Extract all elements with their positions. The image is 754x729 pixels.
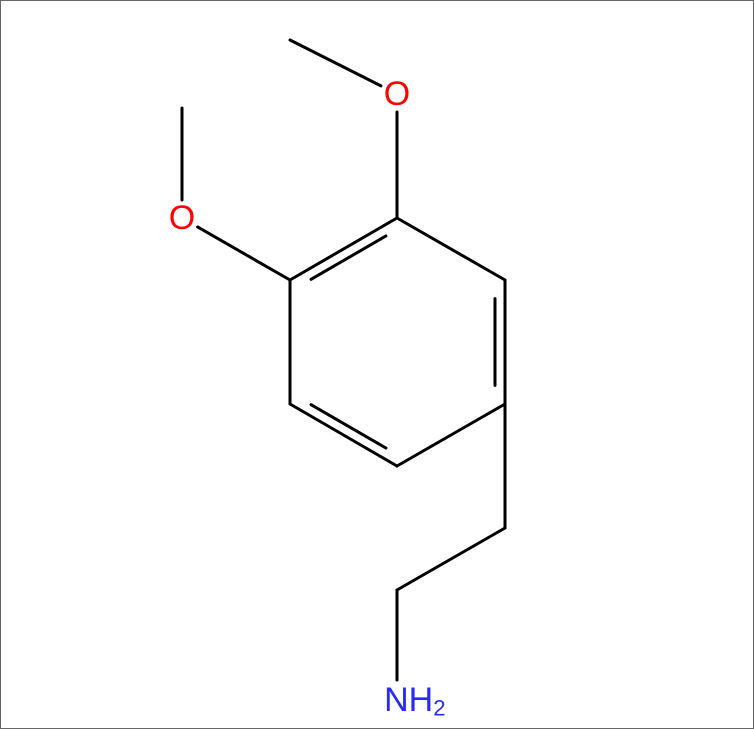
molecule-diagram: OONH2	[0, 0, 754, 729]
o-label: O	[169, 199, 195, 237]
o-label: O	[384, 75, 410, 113]
canvas-border	[1, 1, 754, 729]
